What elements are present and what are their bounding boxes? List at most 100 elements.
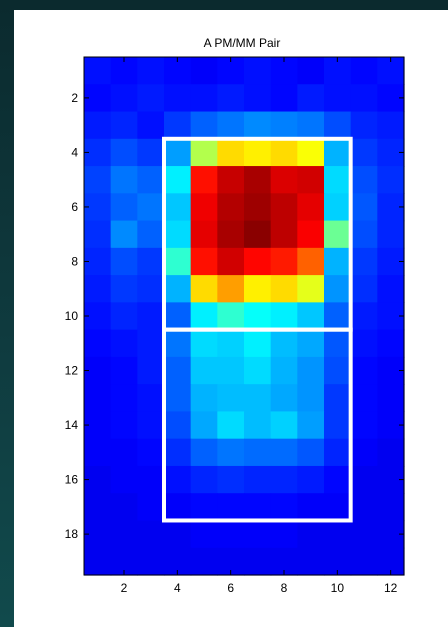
- heatmap-cell: [190, 57, 218, 85]
- heatmap-cell: [164, 275, 192, 303]
- heatmap-cell: [270, 166, 298, 194]
- heatmap-cell: [270, 411, 298, 440]
- heatmap-cell: [137, 356, 165, 385]
- heatmap-cell: [350, 493, 378, 522]
- y-tick-label: 14: [65, 418, 79, 432]
- heatmap-cell: [217, 465, 245, 494]
- heatmap-cell: [297, 84, 325, 113]
- heatmap-cell: [110, 302, 138, 331]
- heatmap-cell: [297, 356, 325, 385]
- heatmap-cell: [244, 493, 272, 522]
- heatmap-cell: [297, 547, 325, 576]
- heatmap-cell: [244, 193, 272, 222]
- heatmap-cell: [377, 329, 405, 358]
- heatmap-cell: [270, 493, 298, 522]
- heatmap-cell: [217, 138, 245, 167]
- heatmap-cell: [110, 111, 138, 140]
- heatmap-cell: [270, 520, 298, 549]
- heatmap-cell: [137, 193, 165, 222]
- heatmap-cell: [110, 220, 138, 249]
- heatmap-cell: [270, 247, 298, 276]
- heatmap-cell: [350, 384, 378, 413]
- heatmap-cell: [164, 138, 192, 167]
- heatmap-cell: [217, 356, 245, 385]
- heatmap-cell: [324, 356, 352, 385]
- heatmap-cell: [190, 247, 218, 276]
- heatmap-cell: [297, 384, 325, 413]
- heatmap-cell: [270, 384, 298, 413]
- overlay-boxes: [162, 136, 353, 523]
- heatmap-cell: [244, 520, 272, 549]
- x-tick-label: 2: [121, 581, 128, 595]
- heatmap-cell: [324, 220, 352, 249]
- heatmap-cell: [350, 356, 378, 385]
- heatmap-cell: [217, 247, 245, 276]
- heatmap-cell: [217, 166, 245, 194]
- heatmap-cell: [110, 247, 138, 276]
- heatmap-cell: [297, 275, 325, 303]
- heatmap-cell: [377, 438, 405, 467]
- heatmap-cell: [377, 166, 405, 194]
- heatmap-cell: [217, 302, 245, 331]
- heatmap-cell: [137, 247, 165, 276]
- heatmap-cell: [217, 275, 245, 303]
- heatmap-cell: [110, 356, 138, 385]
- heatmap-cell: [217, 193, 245, 222]
- heatmap-cell: [110, 520, 138, 549]
- heatmap-cell: [270, 356, 298, 385]
- heatmap-cell: [190, 138, 218, 167]
- heatmap-cell: [350, 247, 378, 276]
- heatmap-cell: [164, 520, 192, 549]
- heatmap-cell: [110, 329, 138, 358]
- y-tick-label: 4: [71, 145, 78, 159]
- heatmap-cell: [190, 193, 218, 222]
- heatmap-cell: [324, 111, 352, 140]
- heatmap-cell: [350, 302, 378, 331]
- heatmap-cell: [297, 193, 325, 222]
- heatmap-cell: [110, 384, 138, 413]
- heatmap-cell: [84, 220, 112, 249]
- heatmap-cell: [137, 220, 165, 249]
- heatmap-cell: [84, 57, 112, 85]
- x-tick-label: 10: [331, 581, 345, 595]
- heatmap-cell: [244, 547, 272, 576]
- heatmap-cell: [164, 220, 192, 249]
- heatmap-cell: [84, 329, 112, 358]
- heatmap-cell: [164, 302, 192, 331]
- x-tick-label: 12: [384, 581, 398, 595]
- heatmap-cell: [270, 438, 298, 467]
- heatmap-cell: [297, 302, 325, 331]
- heatmap-cell: [217, 493, 245, 522]
- heatmap-cell: [244, 247, 272, 276]
- heatmap-cell: [190, 547, 218, 576]
- heatmap-cell: [84, 166, 112, 194]
- heatmap-cell: [190, 520, 218, 549]
- heatmap-cell: [164, 329, 192, 358]
- heatmap-cells: [84, 57, 405, 576]
- heatmap-cell: [244, 329, 272, 358]
- heatmap-cell: [110, 493, 138, 522]
- heatmap-cell: [244, 57, 272, 85]
- heatmap-cell: [324, 329, 352, 358]
- heatmap-cell: [324, 302, 352, 331]
- heatmap-cell: [217, 520, 245, 549]
- heatmap-cell: [217, 220, 245, 249]
- heatmap-cell: [110, 438, 138, 467]
- heatmap-cell: [164, 356, 192, 385]
- y-tick-label: 10: [65, 309, 79, 323]
- heatmap-cell: [324, 411, 352, 440]
- heatmap-cell: [190, 302, 218, 331]
- heatmap-cell: [270, 275, 298, 303]
- heatmap-cell: [137, 411, 165, 440]
- heatmap-cell: [84, 547, 112, 576]
- heatmap-cell: [350, 411, 378, 440]
- heatmap-cell: [244, 111, 272, 140]
- heatmap-cell: [377, 111, 405, 140]
- heatmap-cell: [190, 465, 218, 494]
- heatmap-cell: [137, 465, 165, 494]
- heatmap-cell: [244, 411, 272, 440]
- y-tick-label: 8: [71, 254, 78, 268]
- heatmap-cell: [137, 111, 165, 140]
- heatmap-cell: [190, 166, 218, 194]
- heatmap-cell: [350, 329, 378, 358]
